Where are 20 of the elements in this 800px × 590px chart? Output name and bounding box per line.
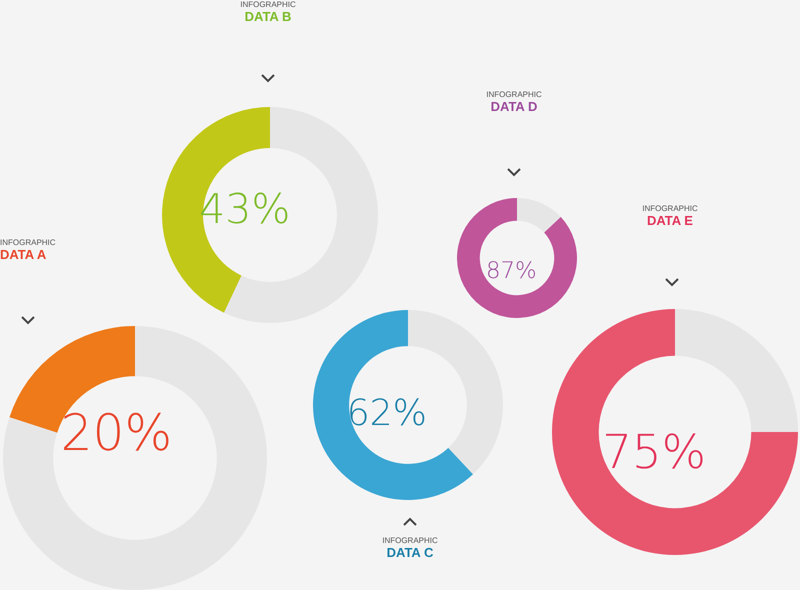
donut-slice — [675, 309, 798, 432]
chart-title: DATA E — [646, 213, 694, 228]
donut-slice — [552, 309, 798, 555]
donut-slice — [517, 198, 561, 233]
data-label: 75% — [602, 426, 706, 480]
chart-title: DATA A — [0, 247, 48, 262]
chart-subtitle: INFOGRAPHIC — [641, 204, 699, 213]
text: DATA C — [386, 545, 434, 560]
data-label: 87% — [486, 258, 537, 284]
chart-title: DATA D — [490, 99, 538, 114]
donut-slice — [457, 198, 577, 318]
donut-slice — [313, 310, 474, 500]
chart-subtitle: INFOGRAPHIC — [239, 0, 297, 9]
donut-slice — [3, 326, 267, 590]
chart-subtitle: INFOGRAPHIC — [0, 238, 57, 247]
chart-subtitle: INFOGRAPHIC — [485, 90, 543, 99]
chart-title: DATA B — [244, 9, 292, 24]
data-label: 62% — [346, 392, 427, 434]
data-label: 20% — [60, 402, 172, 462]
text: INFOGRAPHIC — [381, 536, 439, 545]
